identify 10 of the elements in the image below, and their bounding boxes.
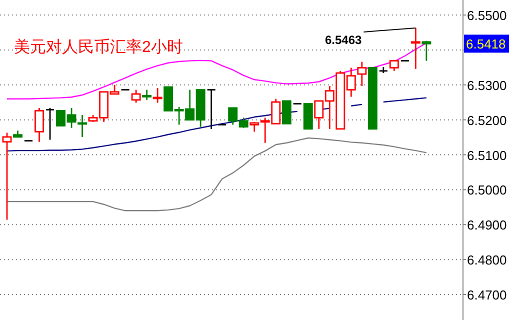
text: 美元对人民币汇率2小时 bbox=[14, 38, 183, 56]
y-tick-label: 6.4900 bbox=[467, 218, 507, 233]
y-tick-label: 6.5500 bbox=[467, 8, 507, 24]
y-tick-label: 6.5200 bbox=[467, 112, 507, 128]
y-tick-label: 6.5100 bbox=[467, 148, 507, 163]
annotation: 6.5463 bbox=[324, 32, 362, 47]
y-tick-label: 6.5300 bbox=[467, 78, 507, 93]
y-tick-label: 6.5000 bbox=[467, 182, 507, 198]
y-tick-label: 6.4800 bbox=[467, 252, 507, 268]
y-tick-label: 6.4700 bbox=[467, 288, 507, 302]
